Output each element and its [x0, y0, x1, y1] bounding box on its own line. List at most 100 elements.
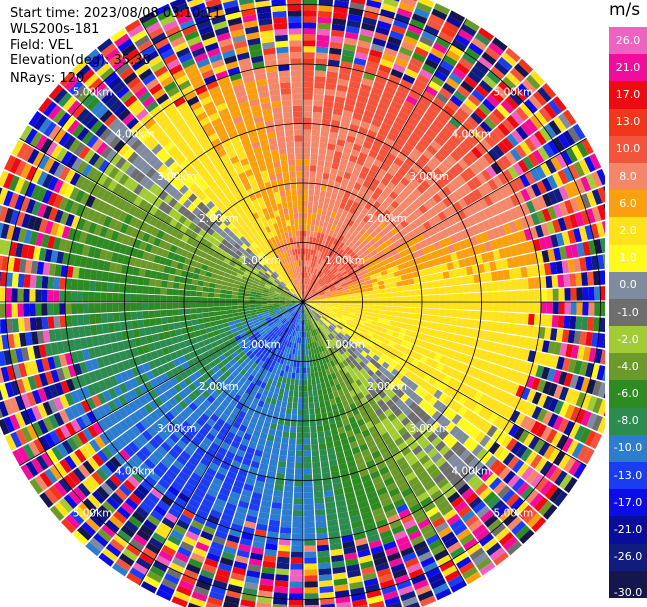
range-gate	[208, 307, 215, 312]
range-gate	[306, 260, 310, 267]
range-gate	[489, 399, 500, 412]
range-gate	[348, 328, 355, 335]
range-gate	[204, 493, 216, 504]
range-gate	[200, 530, 214, 541]
range-gate	[409, 307, 416, 314]
range-gate	[307, 305, 313, 310]
range-gate	[567, 127, 581, 143]
range-gate	[569, 213, 579, 229]
range-gate	[343, 335, 350, 342]
range-gate	[442, 197, 453, 208]
range-gate	[168, 448, 180, 460]
range-gate	[297, 420, 303, 427]
range-gate	[498, 448, 510, 462]
range-gate	[22, 443, 36, 460]
range-gate	[340, 437, 349, 446]
range-gate	[303, 75, 314, 83]
range-gate	[511, 290, 518, 301]
range-gate	[160, 415, 171, 426]
range-gate	[462, 408, 473, 421]
range-gate	[499, 404, 510, 417]
range-gate	[424, 237, 434, 246]
range-gate	[368, 351, 376, 358]
range-gate	[355, 51, 368, 61]
range-gate	[256, 418, 265, 427]
range-gate	[269, 422, 277, 430]
range-gate	[565, 343, 574, 358]
range-gate	[315, 177, 322, 185]
range-gate	[183, 569, 199, 580]
range-gate	[530, 338, 539, 351]
range-gate	[455, 318, 463, 327]
range-gate	[226, 354, 234, 362]
range-gate	[314, 353, 319, 361]
range-gate	[410, 296, 416, 302]
range-gate	[483, 330, 492, 341]
range-gate	[356, 494, 368, 503]
range-gate	[567, 259, 575, 273]
range-gate	[475, 292, 482, 302]
range-gate	[376, 568, 392, 578]
range-gate	[448, 269, 456, 278]
range-gate	[468, 388, 478, 400]
range-gate	[365, 528, 379, 538]
range-gate	[220, 441, 231, 451]
range-gate	[443, 396, 453, 407]
range-gate	[361, 566, 376, 576]
range-gate	[118, 312, 126, 322]
range-gate	[418, 138, 430, 149]
range-gate	[70, 390, 81, 404]
range-gate	[491, 37, 508, 52]
range-gate	[400, 0, 417, 7]
range-gate	[205, 432, 216, 442]
range-gate	[333, 150, 343, 159]
range-gate	[401, 417, 411, 427]
range-gate	[467, 215, 477, 227]
range-gate	[341, 374, 348, 382]
range-gate	[29, 317, 37, 331]
range-gate	[294, 468, 303, 475]
range-gate	[304, 319, 306, 326]
range-gate	[442, 104, 456, 117]
range-gate	[293, 318, 297, 325]
range-gate	[134, 375, 144, 386]
range-gate	[310, 348, 315, 355]
range-gate	[317, 544, 330, 552]
range-gate	[458, 383, 468, 394]
range-gate	[209, 316, 216, 322]
range-gate	[585, 208, 596, 224]
range-gate	[404, 267, 412, 274]
range-gate	[342, 253, 349, 260]
range-gate	[432, 315, 440, 323]
range-gate	[174, 497, 187, 509]
range-gate	[531, 406, 543, 420]
range-gate	[274, 309, 281, 313]
range-gate	[417, 224, 427, 233]
range-gate	[252, 430, 261, 438]
range-gate	[320, 317, 327, 322]
range-gate	[514, 63, 529, 78]
range-gate	[325, 368, 331, 376]
range-gate	[118, 382, 129, 394]
range-gate	[324, 276, 330, 282]
range-gate	[228, 320, 236, 326]
range-gate	[354, 137, 364, 147]
range-gate	[309, 324, 313, 331]
range-gate	[316, 40, 329, 48]
range-gate	[553, 450, 566, 466]
range-gate	[135, 506, 150, 519]
range-gate	[291, 372, 296, 379]
range-gate	[526, 389, 537, 403]
range-gate	[303, 355, 307, 362]
range-gate	[165, 338, 173, 347]
range-gate	[338, 462, 348, 471]
range-gate	[325, 507, 337, 515]
range-gate	[539, 480, 554, 496]
range-gate	[456, 310, 464, 318]
range-gate	[539, 314, 547, 327]
range-gate	[175, 328, 183, 336]
range-gate	[200, 457, 211, 467]
range-gate	[96, 486, 110, 500]
range-gate	[533, 314, 541, 326]
range-gate	[423, 383, 433, 393]
